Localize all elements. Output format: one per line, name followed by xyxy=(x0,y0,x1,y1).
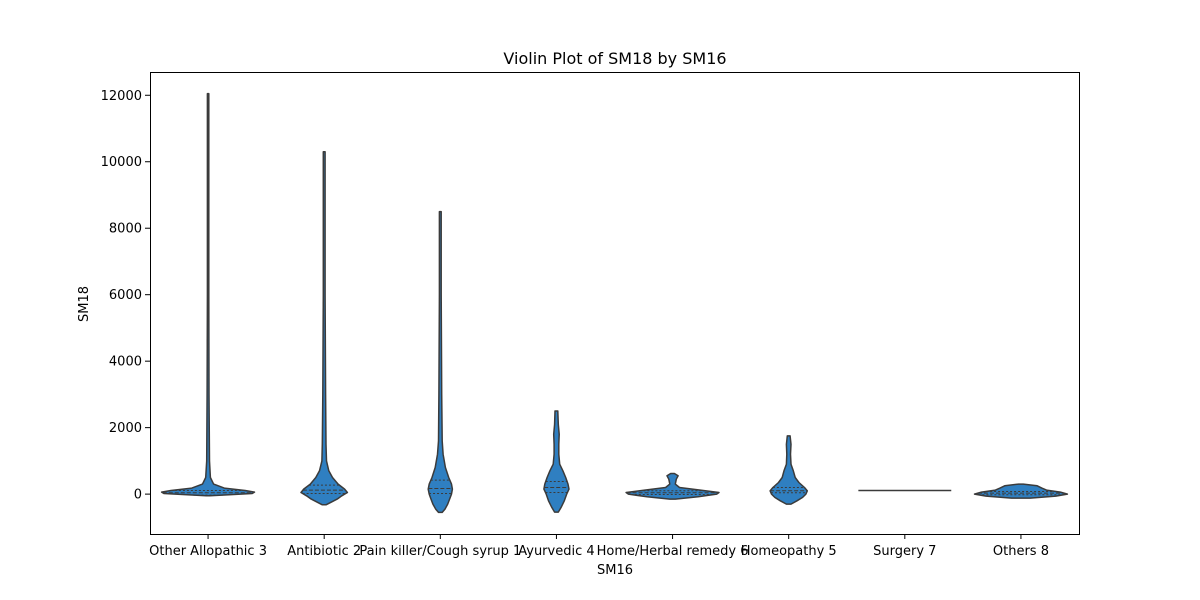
violin-body xyxy=(769,435,809,505)
y-tick-label: 8000 xyxy=(109,222,142,237)
x-tick-label: Antibiotic 2 xyxy=(287,544,361,559)
y-tick-label: 2000 xyxy=(109,421,142,436)
x-axis-label: SM16 xyxy=(597,563,633,578)
violin-body xyxy=(160,92,256,497)
y-tick-label: 10000 xyxy=(101,155,142,170)
violin-layer xyxy=(160,92,1069,514)
y-tick-label: 12000 xyxy=(101,89,142,104)
chart-title: Violin Plot of SM18 by SM16 xyxy=(503,49,726,68)
violin-body xyxy=(543,410,570,513)
plot-frame xyxy=(150,72,1080,535)
violin-body xyxy=(973,483,1069,499)
y-tick-label: 4000 xyxy=(109,355,142,370)
violin-body xyxy=(427,210,454,514)
x-tick-label: Pain killer/Cough syrup 1 xyxy=(359,544,521,559)
y-axis: 0 2000 4000 6000 8000 10000 12000 xyxy=(101,89,150,503)
x-tick-label: Others 8 xyxy=(993,544,1049,559)
x-tick-label: Ayurvedic 4 xyxy=(518,544,594,559)
y-tick-label: 6000 xyxy=(109,288,142,303)
x-tick-label: Home/Herbal remedy 6 xyxy=(597,544,749,559)
y-axis-label: SM18 xyxy=(77,286,92,322)
x-tick-label: Other Allopathic 3 xyxy=(149,544,267,559)
violin-body xyxy=(300,151,349,506)
x-tick-label: Homeopathy 5 xyxy=(741,544,837,559)
y-tick-label: 0 xyxy=(134,488,142,503)
x-tick-label: Surgery 7 xyxy=(873,544,936,559)
violin-body xyxy=(625,472,720,500)
